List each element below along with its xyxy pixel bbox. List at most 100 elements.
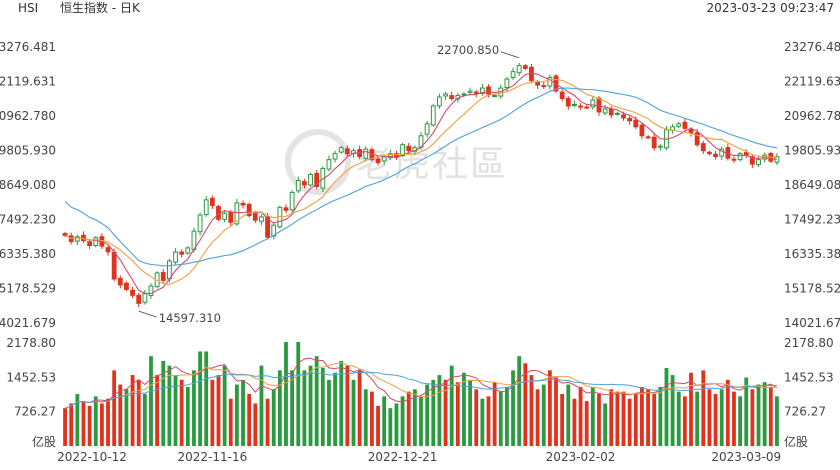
volume-bar	[609, 389, 614, 446]
candle-body	[400, 144, 405, 157]
volume-bar	[296, 341, 301, 446]
candle-body	[308, 174, 313, 186]
watermark-text: 老虎社區	[356, 144, 508, 185]
candle-body	[694, 132, 700, 146]
volume-bar	[578, 386, 583, 446]
volume-bar	[302, 370, 307, 446]
volume-bar	[572, 398, 577, 446]
candle-body	[553, 75, 559, 92]
volume-bar	[87, 405, 92, 446]
volume-bar	[265, 398, 270, 446]
volume-bar	[69, 403, 74, 446]
volume-bar	[511, 370, 515, 446]
volume-bar	[357, 370, 362, 446]
volume-bar	[118, 384, 123, 446]
volume-bar	[412, 389, 417, 446]
candle-body	[148, 285, 154, 296]
volume-bar	[320, 367, 325, 446]
candle-body	[130, 289, 135, 296]
candle-body	[467, 90, 473, 93]
candle-body	[547, 77, 553, 87]
candle-body	[541, 85, 547, 88]
candle-body	[713, 153, 718, 158]
candle-body	[590, 99, 596, 108]
volume-bar	[584, 401, 589, 446]
candle-body	[639, 124, 645, 137]
volume-bar	[646, 389, 650, 446]
volume-bar	[541, 384, 546, 446]
candle-body	[240, 202, 246, 206]
price-tick-right: 19805.930	[784, 144, 840, 158]
volume-bar	[204, 351, 209, 446]
candle-body	[479, 87, 485, 94]
price-tick-right: 20962.780	[784, 109, 840, 123]
candle-body	[252, 213, 258, 221]
candle-body	[344, 148, 350, 155]
candle-body	[338, 147, 344, 153]
price-tick-right: 15178.529	[784, 282, 840, 296]
volume-bar	[425, 384, 430, 446]
date-tick: 2023-03-09	[711, 450, 781, 464]
candle-body	[578, 105, 583, 108]
volume-ma5-line	[64, 357, 778, 409]
volume-bar	[333, 372, 337, 446]
volume-bar	[732, 391, 736, 446]
volume-bar	[744, 377, 749, 446]
price-tick-right: 14021.679	[784, 316, 840, 330]
volume-bar	[241, 379, 245, 446]
volume-bar	[112, 370, 117, 446]
candle-body	[657, 145, 663, 148]
candle-body	[173, 251, 178, 263]
volume-bar	[443, 379, 448, 446]
volume-bar	[271, 389, 276, 446]
volume-bar	[124, 389, 129, 446]
candle-body	[117, 277, 123, 286]
volume-bar	[93, 396, 98, 446]
price-tick-left: 23276.481	[0, 40, 56, 54]
candle-body	[676, 123, 682, 127]
volume-bar	[394, 403, 399, 446]
volume-unit-left: 亿股	[32, 434, 56, 449]
price-tick-right: 23276.481	[784, 40, 840, 54]
candle-body	[160, 271, 166, 281]
volume-bar	[136, 379, 141, 446]
high-annotation-leader	[501, 51, 520, 59]
candle-body	[74, 236, 80, 242]
candle-body	[124, 282, 129, 290]
volume-bar	[775, 396, 779, 446]
candle-body	[185, 247, 191, 254]
volume-bar	[529, 375, 534, 446]
volume-bar	[284, 341, 288, 446]
volume-bar	[222, 365, 227, 446]
candle-body	[289, 191, 295, 211]
volume-bar	[185, 386, 190, 446]
candle-body	[111, 251, 117, 280]
candle-body	[228, 211, 234, 223]
price-tick-left: 19805.930	[0, 144, 56, 158]
volume-tick-left: 726.27	[14, 405, 56, 419]
volume-bar	[179, 379, 184, 446]
candle-body	[731, 158, 737, 161]
volume-bar	[640, 386, 644, 446]
volume-bar	[431, 379, 436, 446]
candle-body	[62, 233, 68, 236]
volume-bar	[627, 398, 632, 446]
candle-body	[449, 95, 455, 99]
volume-bar	[719, 389, 724, 446]
volume-bar	[707, 389, 712, 446]
high-annotation-label: 22700.850	[437, 43, 499, 57]
volume-bar	[142, 393, 147, 446]
volume-bar	[228, 398, 233, 446]
candle-body	[559, 91, 565, 99]
candle-body	[688, 128, 694, 134]
volume-bar	[210, 379, 215, 446]
volume-bar	[216, 375, 221, 446]
candle-body	[363, 148, 369, 159]
price-tick-left: 14021.679	[0, 316, 56, 330]
volume-bar	[437, 375, 442, 446]
candle-body	[492, 95, 498, 98]
candle-body	[105, 247, 111, 253]
timestamp-label: 2023-03-23 09:23:47	[706, 1, 834, 15]
candle-body	[756, 159, 761, 166]
